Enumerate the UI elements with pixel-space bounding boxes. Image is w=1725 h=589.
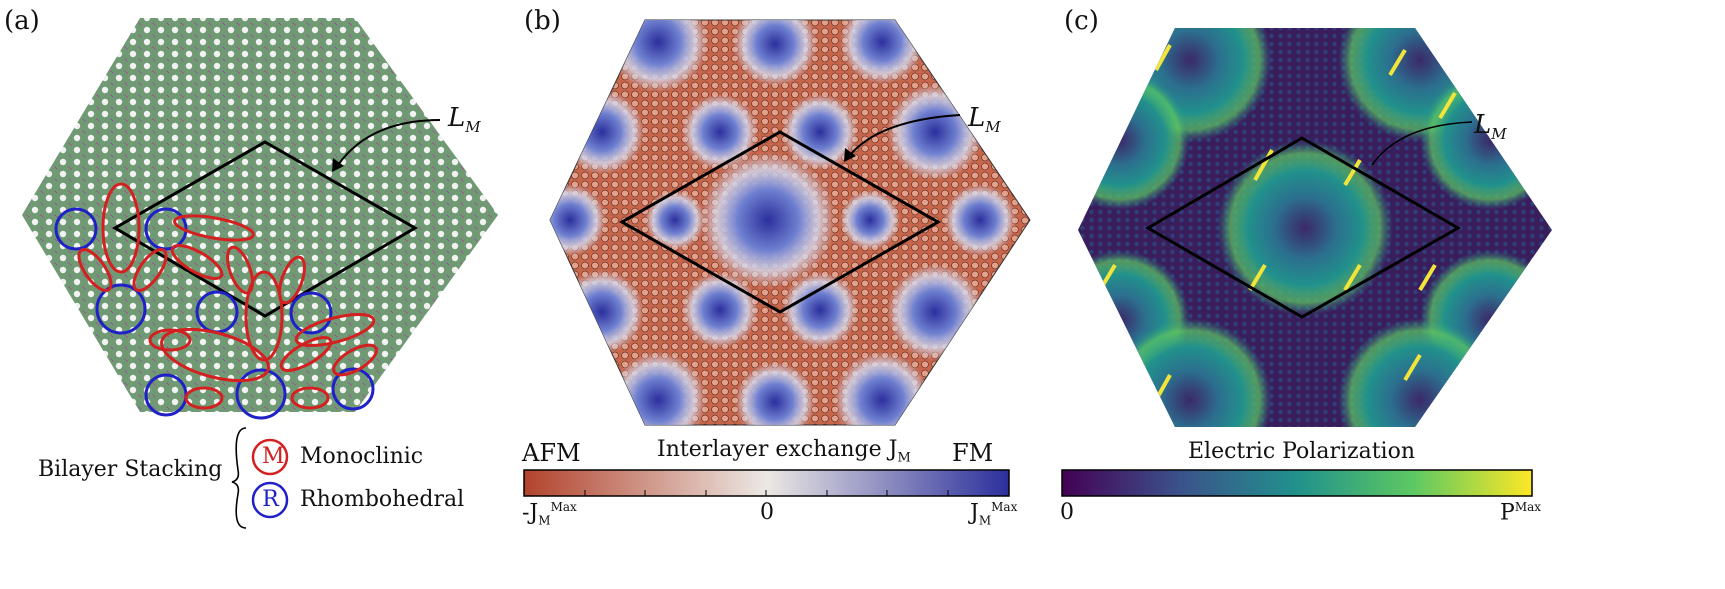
moire-length-label-c: LM bbox=[1474, 110, 1507, 144]
panel-b-graphic bbox=[523, 19, 1031, 497]
panel-a-graphic bbox=[22, 18, 498, 529]
colorbar-label-fm: FM bbox=[952, 439, 994, 467]
fm-domains bbox=[550, 20, 1016, 425]
moire-cell-b bbox=[618, 130, 942, 314]
panel-c-label: (c) bbox=[1064, 6, 1099, 36]
panel-b: (b) LM AFM FM Interlayer exchange JM -JM… bbox=[520, 0, 1060, 589]
legend-circle-m bbox=[251, 438, 289, 476]
moire-cell-a bbox=[112, 140, 418, 318]
colorbar-tick-p-min: 0 bbox=[1060, 500, 1074, 525]
moire-length-label-a: LM bbox=[448, 103, 481, 137]
legend-circle-r bbox=[251, 481, 289, 519]
legend-text-monoclinic: Monoclinic bbox=[300, 444, 424, 469]
legend-brace bbox=[231, 427, 247, 529]
arrow-b bbox=[849, 114, 961, 156]
moire-length-label-b: LM bbox=[968, 103, 1001, 137]
colorbar-p bbox=[1061, 469, 1533, 497]
colorbar-tick-min: -JMMax bbox=[522, 500, 577, 528]
arrow-c bbox=[1371, 121, 1473, 166]
legend-symbol-m: M bbox=[262, 444, 285, 469]
colorbar-title-p: Electric Polarization bbox=[1188, 439, 1416, 464]
colorbar-tick-p-max: PMax bbox=[1500, 500, 1542, 526]
colorbar-title-j: Interlayer exchange JM bbox=[657, 437, 911, 466]
flake-a bbox=[22, 18, 498, 412]
arrow-a bbox=[337, 119, 441, 166]
panel-b-label: (b) bbox=[524, 6, 561, 36]
colorbar-j-ticks bbox=[584, 490, 949, 496]
colorbar-tick-max: JMMax bbox=[970, 500, 1018, 528]
monoclinic-ellipses bbox=[77, 182, 378, 410]
legend-text-rhombohedral: Rhombohedral bbox=[300, 487, 465, 512]
panel-a-label: (a) bbox=[4, 6, 40, 36]
panel-a: (a) LM Bilayer Stacking M Monoclinic R R… bbox=[0, 0, 520, 589]
panel-c-graphic bbox=[1061, 28, 1552, 497]
legend-title: Bilayer Stacking bbox=[38, 457, 223, 482]
colorbar-tick-zero: 0 bbox=[760, 500, 774, 525]
polarization-maxima bbox=[1098, 44, 1457, 401]
legend-symbol-r: R bbox=[262, 487, 279, 512]
panel-c: (c) LM Electric Polarization 0 PMax bbox=[1060, 0, 1725, 589]
moire-cell-c bbox=[1145, 136, 1462, 319]
colorbar-label-afm: AFM bbox=[522, 439, 581, 467]
